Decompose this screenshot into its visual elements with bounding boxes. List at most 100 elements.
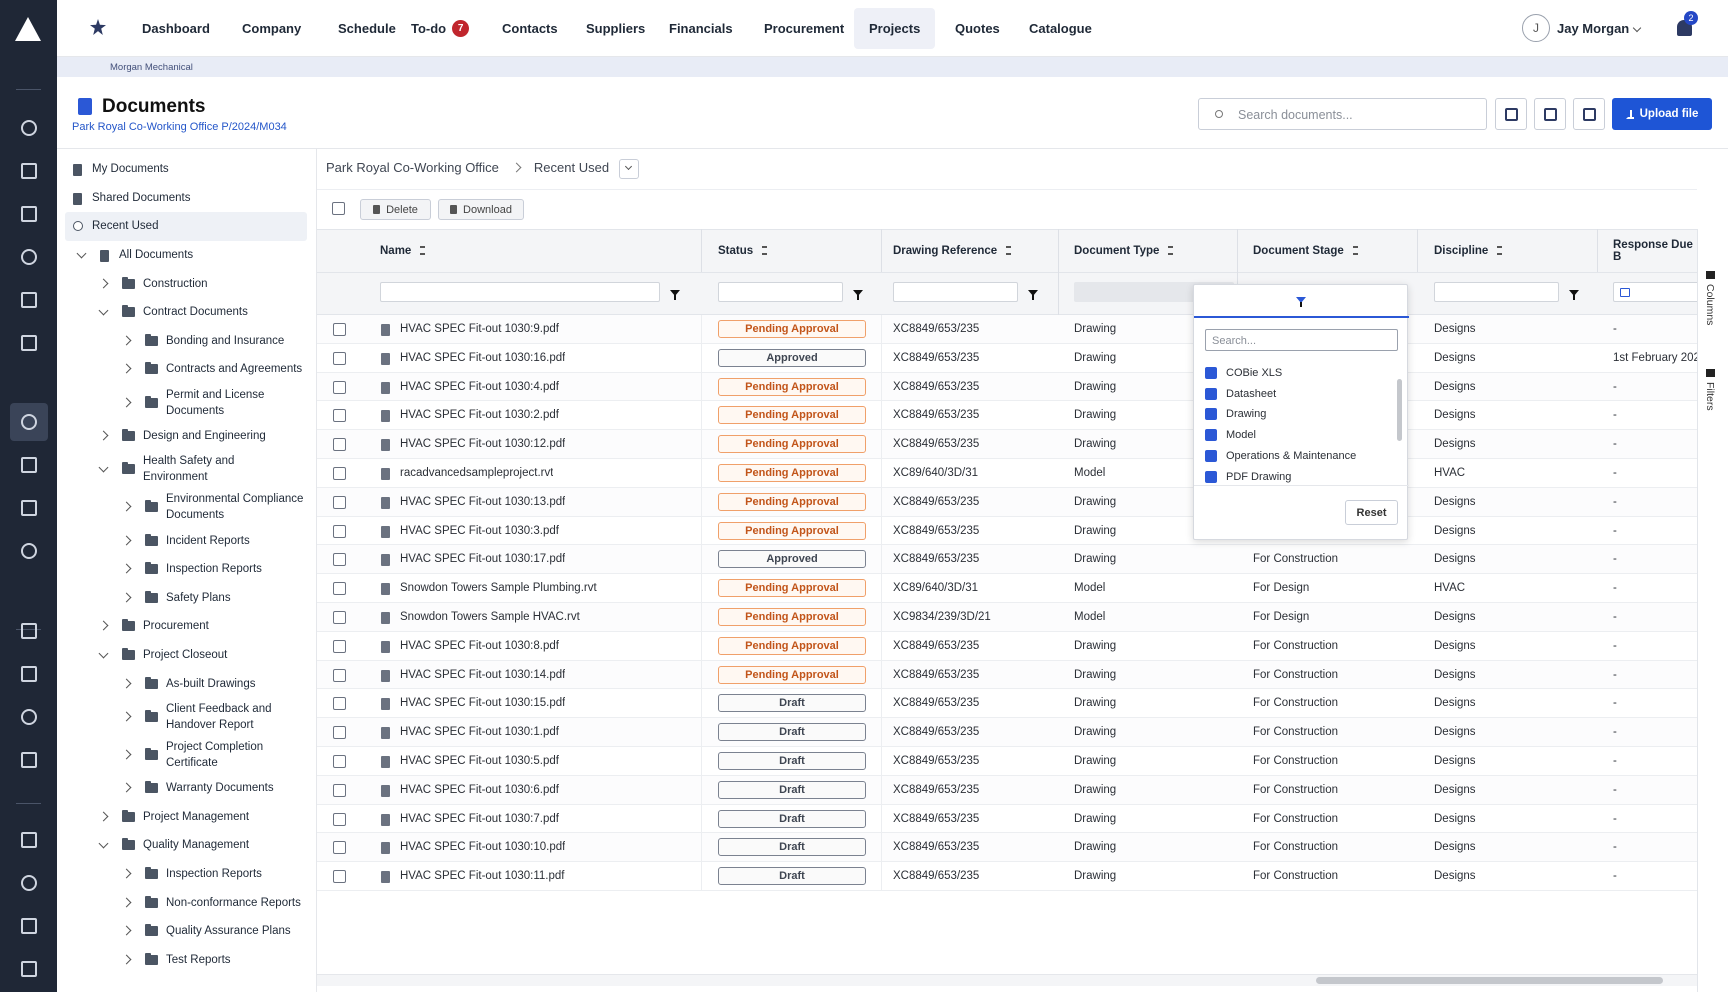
tree-item[interactable]: Bonding and Insurance [65, 327, 307, 356]
filter-option[interactable]: Model [1205, 429, 1256, 441]
tree-item[interactable]: My Documents [65, 155, 307, 184]
nav-icon[interactable] [21, 249, 37, 265]
file-name[interactable]: HVAC SPEC Fit-out 1030:15.pdf [400, 697, 565, 709]
icon-button[interactable] [1534, 98, 1566, 130]
filter-option[interactable]: Operations & Maintenance [1205, 450, 1356, 462]
filter-button[interactable] [670, 290, 680, 296]
filter-button[interactable] [1028, 290, 1038, 296]
nav-item[interactable]: To-do7 [396, 8, 484, 49]
nav-item[interactable]: Catalogue [1014, 8, 1107, 49]
file-name[interactable]: HVAC SPEC Fit-out 1030:9.pdf [400, 323, 559, 335]
tree-item[interactable]: Procurement [65, 612, 307, 641]
file-name[interactable]: Snowdon Towers Sample Plumbing.rvt [400, 582, 597, 594]
tree-item[interactable]: Warranty Documents [65, 774, 307, 803]
nav-icon[interactable] [21, 752, 37, 768]
column-header[interactable]: Document Type [1074, 229, 1173, 272]
nav-icon[interactable] [21, 414, 37, 430]
tree-item[interactable]: Quality Management [65, 831, 307, 860]
file-name[interactable]: HVAC SPEC Fit-out 1030:5.pdf [400, 755, 559, 767]
nav-item[interactable]: Quotes [940, 8, 1015, 49]
row-checkbox[interactable] [333, 841, 346, 854]
nav-icon[interactable] [21, 832, 37, 848]
file-name[interactable]: racadvancedsampleproject.rvt [400, 467, 553, 479]
row-checkbox[interactable] [333, 582, 346, 595]
filter-input[interactable] [1434, 282, 1559, 302]
row-checkbox[interactable] [333, 438, 346, 451]
nav-icon[interactable] [21, 623, 37, 639]
file-name[interactable]: HVAC SPEC Fit-out 1030:3.pdf [400, 525, 559, 537]
file-name[interactable]: HVAC SPEC Fit-out 1030:8.pdf [400, 640, 559, 652]
reset-button[interactable]: Reset [1345, 500, 1398, 525]
row-checkbox[interactable] [333, 640, 346, 653]
file-name[interactable]: HVAC SPEC Fit-out 1030:6.pdf [400, 784, 559, 796]
user-name[interactable]: Jay Morgan [1557, 21, 1629, 36]
row-checkbox[interactable] [333, 697, 346, 710]
tree-item[interactable]: Project Completion Certificate [65, 736, 307, 774]
tree-item[interactable]: Safety Plans [65, 584, 307, 613]
nav-icon[interactable] [21, 163, 37, 179]
row-checkbox[interactable] [333, 381, 346, 394]
column-header[interactable]: Document Stage [1253, 229, 1358, 272]
nav-icon[interactable] [21, 709, 37, 725]
toolbar-button[interactable]: Download [438, 199, 524, 220]
nav-item[interactable]: Procurement [749, 8, 859, 49]
row-checkbox[interactable] [333, 870, 346, 883]
nav-item[interactable]: Contacts [487, 8, 573, 49]
tree-item[interactable]: As-built Drawings [65, 669, 307, 698]
toolbar-button[interactable]: Delete [360, 199, 431, 220]
filter-option[interactable]: PDF Drawing [1205, 471, 1291, 483]
nav-icon[interactable] [21, 335, 37, 351]
filter-input[interactable] [893, 282, 1018, 302]
nav-icon[interactable] [21, 500, 37, 516]
file-name[interactable]: HVAC SPEC Fit-out 1030:13.pdf [400, 496, 565, 508]
tree-item[interactable]: Health Safety and Environment [65, 450, 307, 488]
row-checkbox[interactable] [333, 553, 346, 566]
row-checkbox[interactable] [333, 726, 346, 739]
select-all-checkbox[interactable] [332, 202, 345, 215]
file-name[interactable]: HVAC SPEC Fit-out 1030:4.pdf [400, 381, 559, 393]
tree-item[interactable]: Client Feedback and Handover Report [65, 698, 307, 736]
tree-item[interactable]: Incident Reports [65, 526, 307, 555]
tree-item[interactable]: Quality Assurance Plans [65, 917, 307, 946]
filter-input[interactable] [380, 282, 660, 302]
column-header[interactable]: Drawing Reference [893, 229, 1011, 272]
filter-option[interactable]: Drawing [1205, 408, 1266, 420]
nav-icon[interactable] [21, 918, 37, 934]
filter-option[interactable]: COBie XLS [1205, 367, 1282, 379]
column-header[interactable]: Response Due B [1613, 229, 1697, 272]
tree-item[interactable]: Project Management [65, 803, 307, 832]
tree-item[interactable]: All Documents [65, 241, 307, 270]
side-tab[interactable]: Filters [1704, 369, 1716, 411]
nav-icon[interactable] [21, 961, 37, 977]
tree-item[interactable]: Design and Engineering [65, 422, 307, 451]
nav-icon[interactable] [21, 457, 37, 473]
star-icon[interactable] [90, 19, 106, 35]
nav-icon[interactable] [21, 666, 37, 682]
row-checkbox[interactable] [333, 611, 346, 624]
avatar[interactable]: J [1522, 14, 1550, 42]
tree-item[interactable]: Inspection Reports [65, 860, 307, 889]
row-checkbox[interactable] [333, 813, 346, 826]
file-name[interactable]: HVAC SPEC Fit-out 1030:1.pdf [400, 726, 559, 738]
nav-icon[interactable] [21, 206, 37, 222]
nav-item[interactable]: Company [227, 8, 316, 49]
nav-item[interactable]: Financials [654, 8, 748, 49]
tree-item[interactable]: Test Reports [65, 945, 307, 974]
row-checkbox[interactable] [333, 525, 346, 538]
column-header[interactable]: Name [380, 229, 425, 272]
nav-icon[interactable] [21, 875, 37, 891]
popup-search[interactable]: Search... [1205, 329, 1398, 351]
icon-button[interactable] [1573, 98, 1605, 130]
filter-input[interactable] [718, 282, 843, 302]
icon-button[interactable] [1495, 98, 1527, 130]
tree-item[interactable]: Construction [65, 269, 307, 298]
file-name[interactable]: HVAC SPEC Fit-out 1030:10.pdf [400, 841, 565, 853]
row-checkbox[interactable] [333, 784, 346, 797]
tree-item[interactable]: Shared Documents [65, 184, 307, 213]
breadcrumb-dropdown[interactable] [619, 159, 639, 179]
nav-icon[interactable] [21, 120, 37, 136]
filter-button[interactable] [853, 290, 863, 296]
row-checkbox[interactable] [333, 755, 346, 768]
tree-item[interactable]: Recent Used [65, 212, 307, 241]
tree-item[interactable]: Inspection Reports [65, 555, 307, 584]
